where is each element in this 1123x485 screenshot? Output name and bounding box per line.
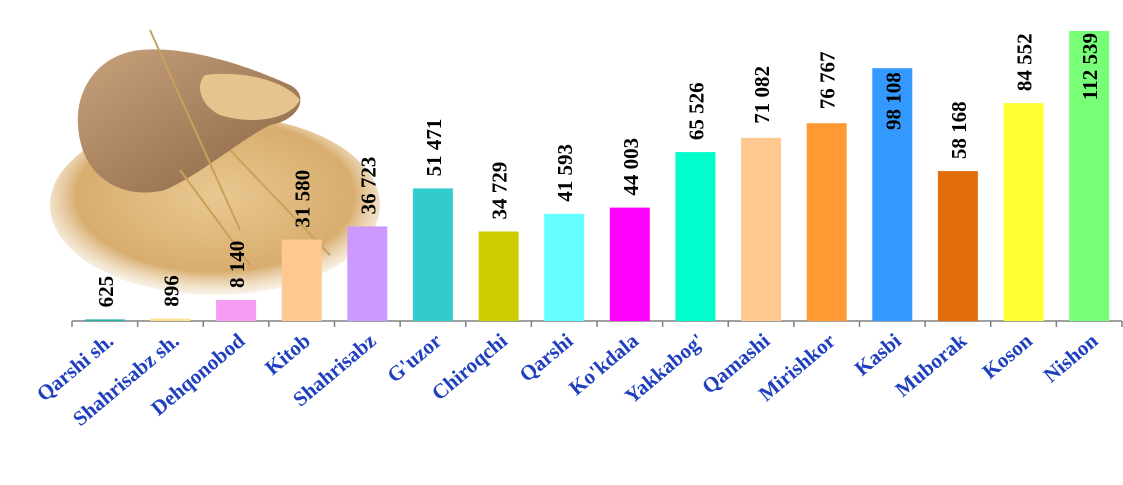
value-label: 896 — [159, 275, 183, 307]
category-label: Muborak — [890, 328, 971, 401]
bar — [478, 231, 519, 321]
category-labels: Qarshi sh.Shahrisabz sh.Dehqonobod KitobS… — [32, 328, 1103, 431]
bar — [741, 137, 782, 321]
value-labels: 625 896 8 140 31 580 36 723 51 471 34 729 41 59… — [94, 33, 1102, 307]
value-label: 58 168 — [947, 101, 971, 159]
value-label: 8 140 — [225, 241, 249, 288]
category-label: Nishon — [1039, 328, 1103, 387]
category-label: Kitob — [260, 328, 315, 379]
value-label: 36 723 — [356, 157, 380, 215]
sack-opening — [200, 73, 300, 120]
bar — [544, 213, 585, 321]
x-axis-ticks — [71, 321, 1123, 327]
value-label: 76 767 — [816, 51, 840, 109]
bar — [150, 318, 191, 321]
bars — [84, 31, 1110, 321]
value-label: 98 108 — [881, 72, 905, 130]
bar — [1003, 103, 1044, 321]
value-label: 41 593 — [553, 144, 577, 202]
wheat-sack-image — [50, 29, 380, 295]
bar — [84, 319, 125, 321]
bar — [609, 207, 650, 321]
wheat-stalk — [149, 29, 241, 231]
bar — [281, 239, 322, 321]
value-label: 112 539 — [1078, 33, 1102, 100]
bar — [412, 188, 453, 321]
value-label: 44 003 — [619, 138, 643, 196]
value-label: 84 552 — [1013, 33, 1037, 91]
wheat-stalk — [229, 149, 331, 256]
bar — [675, 152, 716, 321]
value-label: 51 471 — [422, 119, 446, 177]
category-label: Koson — [978, 328, 1037, 383]
value-label: 625 — [94, 276, 118, 308]
value-label: 71 082 — [750, 66, 774, 124]
bar — [806, 123, 847, 321]
bar — [347, 226, 388, 321]
value-label: 31 580 — [291, 170, 315, 228]
wheat-stalk — [179, 169, 251, 266]
value-label: 34 729 — [488, 162, 512, 220]
category-label: Kasbi — [850, 328, 906, 380]
bar — [872, 68, 913, 321]
bar — [1069, 31, 1110, 321]
bar — [937, 171, 978, 321]
bar — [216, 300, 257, 321]
value-label: 65 526 — [684, 82, 708, 140]
